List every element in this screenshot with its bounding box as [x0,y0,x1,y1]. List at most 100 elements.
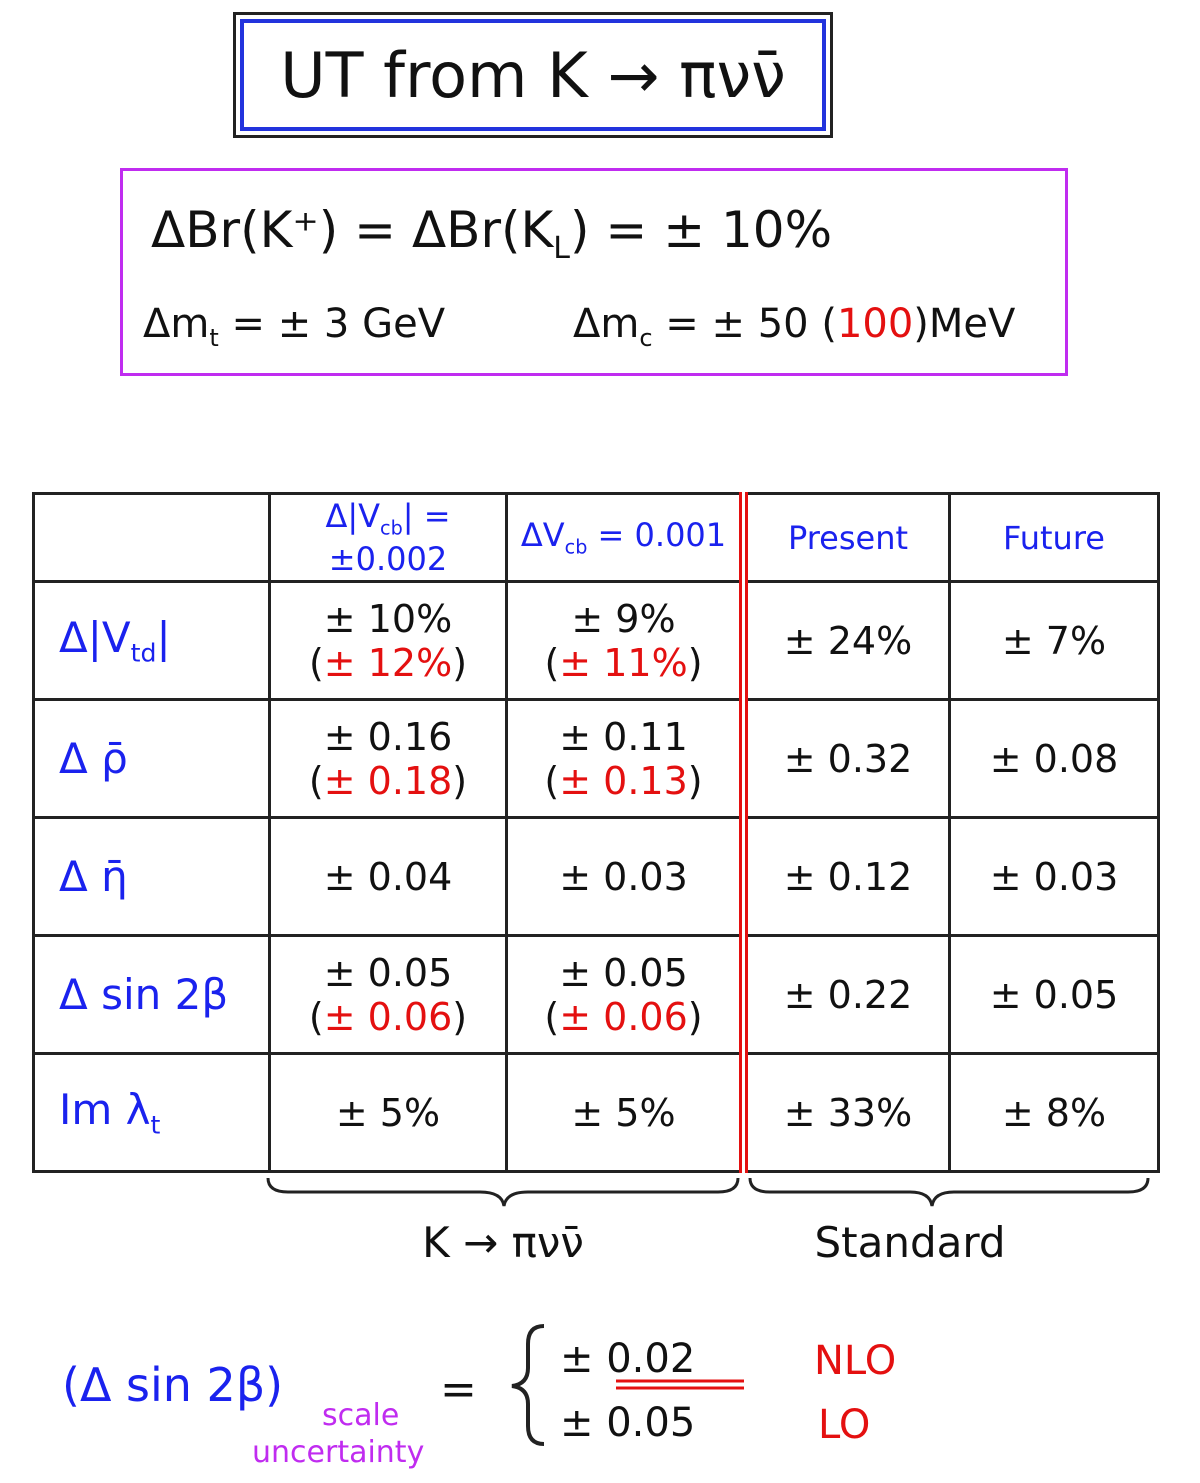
braces [266,1177,1150,1207]
text-part: ) [687,758,703,803]
text-part: ( [544,640,560,685]
cell: ± 0.05 (± 0.06) [268,934,508,1055]
title-inner: UT from K → πνν̄ [240,19,826,131]
table-row: Δ ρ̄ ± 0.16 (± 0.18) ± 0.11 (± 0.13) ± 0.32 ± … [32,698,1160,819]
text-part: ± 11% [559,640,688,685]
text-part: ) [687,640,703,685]
cell: ± 5% [268,1052,508,1173]
cell-value: ± 0.11 [559,714,688,759]
underline [616,1379,744,1390]
column-header: ΔVcb = 0.001 [505,492,748,583]
case-brace [511,1324,545,1446]
cell-value: ± 24% [783,618,913,663]
text-part: = ± 3 GeV [218,301,446,347]
text-part: 100 [836,301,914,347]
cell: ± 0.08 [948,698,1160,819]
table-row: Im λt ± 5% ± 5% ± 33% ± 8% [32,1052,1160,1173]
brace-left [266,1177,740,1207]
text-part: ) [452,758,468,803]
cell-alt: (± 12%) [271,641,505,685]
text-part: ΔV [520,516,565,555]
title-box: UT from K → πνν̄ [233,12,833,138]
column-header: Present [742,492,951,583]
text-part: td [130,638,157,668]
brace [511,1324,545,1446]
case-value: ± 0.02 [560,1336,696,1382]
text-part: )MeV [913,301,1016,347]
text-part: L [553,231,571,266]
text-part: ± 0.13 [559,758,688,803]
row-label: Δ|Vtd| [32,580,271,701]
cell: ± 0.12 [742,816,951,937]
text-part: = 0.001 [587,516,727,555]
text-part: Δ sin 2β [59,970,229,1019]
group-label: K → πνν̄ [422,1218,584,1267]
table-row: Δ sin 2β ± 0.05 (± 0.06) ± 0.05 (± 0.06) ± 0.… [32,934,1160,1055]
row-label: Δ sin 2β [32,934,271,1055]
cell-alt: (± 0.13) [508,759,739,803]
footer-subscript: scale [322,1398,400,1433]
cell-value: ± 9% [571,596,676,641]
cell-value: ± 8% [1001,1090,1107,1135]
text-part: cb [380,516,403,540]
table-row: Δ|Vtd| ± 10% (± 12%) ± 9% (± 11%) ± 24% ± 7% [32,580,1160,701]
text-part: ± 0.06 [559,994,688,1039]
group-label: Standard [814,1218,1006,1267]
text-part: ) [687,994,703,1039]
case-label: LO [818,1402,871,1448]
text-part: | = ±0.002 [328,497,451,578]
cell: ± 8% [948,1052,1160,1173]
case-value: ± 0.05 [560,1400,696,1446]
text-part: Future [1003,518,1105,557]
text-part: t [150,1110,161,1140]
text-part: | [156,613,171,663]
cell-value: ± 0.05 [323,950,453,995]
text-part: Δ ρ̄ [59,734,128,783]
cell: ± 5% [505,1052,748,1173]
text-part: t [209,324,219,352]
mc: Δmc = ± 50 (100)MeV [573,301,1015,352]
corner-cell [32,492,271,583]
cell: ± 0.32 [742,698,951,819]
header-row: Δ|Vcb| = ±0.002 ΔVcb = 0.001 Present Future [32,492,1160,583]
row-label: Δ ρ̄ [32,698,271,819]
cell: ± 0.04 [268,816,508,937]
text-part: Present [787,518,909,557]
cell: ± 0.11 (± 0.13) [505,698,748,819]
cell: ± 33% [742,1052,951,1173]
cell-value: ± 33% [783,1090,913,1135]
cell-alt: (± 0.06) [271,995,505,1039]
text-part: ( [544,994,560,1039]
cell-value: ± 0.32 [783,736,913,781]
text-part: ( [308,640,324,685]
cell-value: ± 0.05 [989,972,1119,1017]
cell-value: ± 0.12 [783,854,913,899]
cell: ± 10% (± 12%) [268,580,508,701]
footer-lhs: (Δ sin 2β) [62,1358,284,1412]
cell-value: ± 0.05 [559,950,688,995]
equals: = [440,1364,477,1415]
text-part: Δ|V [325,497,381,536]
text-part: ) [452,640,468,685]
text-part: Δ|V [59,613,131,663]
cell-value: ± 0.08 [989,736,1119,781]
branching: ΔBr(K⁺) = ΔBr(KL) = ± 10% [151,201,832,266]
cell: ± 24% [742,580,951,701]
cell: ± 0.22 [742,934,951,1055]
table-row: Δ η̄ ± 0.04 ± 0.03 ± 0.12 ± 0.03 [32,816,1160,937]
text-part: ΔBr(K⁺) = ΔBr(K [151,201,554,259]
case-label: NLO [814,1338,897,1384]
row-label: Im λt [32,1052,271,1173]
text-part: Δm [143,301,210,347]
text-part: Δ η̄ [59,852,128,901]
text-part: = ± 50 ( [652,301,837,347]
cell: ± 0.05 [948,934,1160,1055]
cell: ± 0.03 [505,816,748,937]
cell-alt: (± 0.18) [271,759,505,803]
cell: ± 9% (± 11%) [505,580,748,701]
cell-value: ± 10% [323,596,453,641]
row-label: Δ η̄ [32,816,271,937]
mt: Δmt = ± 3 GeV [143,301,445,352]
title: UT from K → πνν̄ [280,38,786,112]
